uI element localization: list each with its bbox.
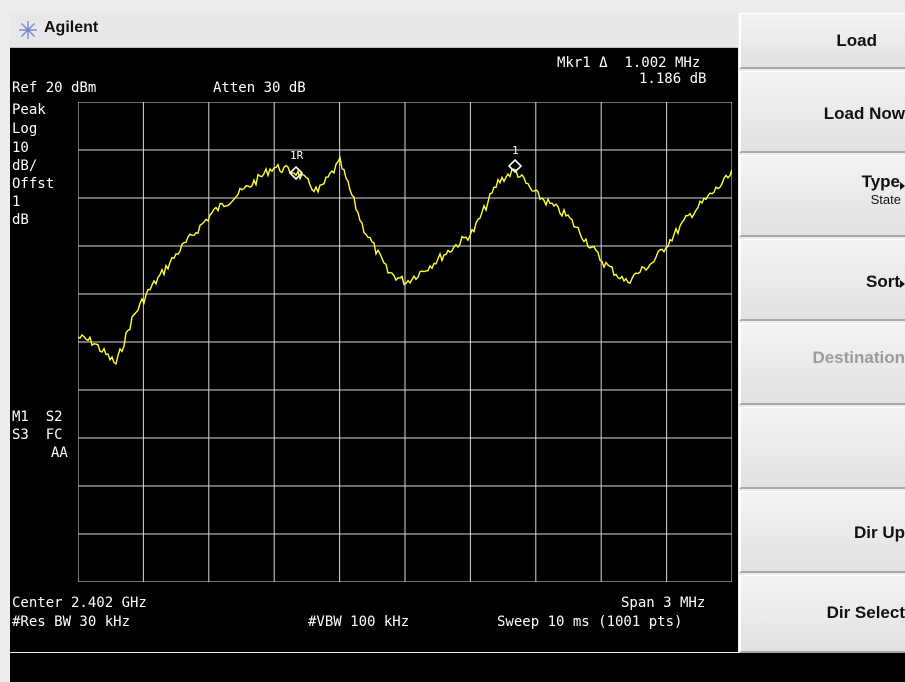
reference-level: Ref 20 dBm [12, 80, 97, 96]
status-bar [10, 653, 905, 682]
softkey-sort-label: Sort [866, 272, 900, 291]
attenuation: Atten 30 dB [213, 80, 306, 96]
offset-value: 1 [12, 194, 21, 210]
trace-display: Mkr1 Δ 1.002 MHz 1.186 dB Ref 20 dBm Att… [10, 48, 738, 652]
scale-unit: dB/ [12, 158, 38, 174]
softkey-type-label: Type [861, 172, 900, 191]
softkey-load[interactable]: Load [739, 13, 905, 69]
softkey-load-now[interactable]: Load Now [739, 71, 905, 153]
softkey-dir-select[interactable]: Dir Select [739, 575, 905, 653]
softkey-panel: Load Load Now Type State Sort Destinatio… [739, 13, 905, 653]
marker-1-diamond [507, 158, 523, 174]
resolution-bandwidth: #Res BW 30 kHz [12, 614, 131, 630]
center-frequency: Center 2.402 GHz [12, 595, 147, 611]
softkey-sort[interactable]: Sort [739, 239, 905, 321]
submenu-arrow-icon [900, 280, 905, 288]
brand-name: Agilent [44, 19, 99, 36]
softkey-destination-label: Destination [812, 348, 905, 367]
reference-marker-label: 1R [290, 149, 304, 162]
title-bar: Agilent [10, 13, 738, 48]
scale-type: Log [12, 121, 38, 137]
marker-delta-amplitude: 1.186 dB [639, 71, 707, 87]
graticule-lines [78, 102, 732, 582]
softkey-dir-up-label: Dir Up [854, 523, 905, 542]
offset-label: Offst [12, 176, 55, 192]
agilent-logo-icon [19, 21, 37, 39]
trace-graticule: 1R 1 [78, 102, 732, 582]
marker-1: 1 [507, 144, 523, 174]
softkey-type[interactable]: Type State [739, 155, 905, 237]
submenu-arrow-icon [900, 182, 905, 190]
detector-mode: Peak [12, 102, 46, 118]
marker-1-label: 1 [512, 144, 519, 157]
frequency-span: Span 3 MHz [621, 595, 706, 611]
marker-delta-frequency: Mkr1 Δ 1.002 MHz [557, 55, 701, 71]
softkey-dir-select-label: Dir Select [826, 603, 905, 622]
scale-value: 10 [12, 140, 29, 156]
sweep-time: Sweep 10 ms (1001 pts) [497, 614, 683, 630]
softkey-type-sub: State [870, 192, 901, 207]
status-flags-line1: M1 S2 [12, 409, 63, 425]
offset-unit: dB [12, 212, 29, 228]
softkey-destination[interactable]: Destination [739, 323, 905, 405]
video-bandwidth: #VBW 100 kHz [308, 614, 410, 630]
softkey-load-label: Load [836, 31, 877, 50]
softkey-load-now-label: Load Now [823, 104, 905, 123]
reference-marker-diamond [288, 165, 304, 181]
softkey-blank[interactable] [739, 407, 905, 489]
softkey-dir-up[interactable]: Dir Up [739, 491, 905, 573]
reference-marker: 1R [288, 149, 304, 181]
status-flags-line3: AA [51, 445, 68, 461]
status-flags-line2: S3 FC [12, 427, 63, 443]
spectrum-trace [78, 155, 732, 366]
